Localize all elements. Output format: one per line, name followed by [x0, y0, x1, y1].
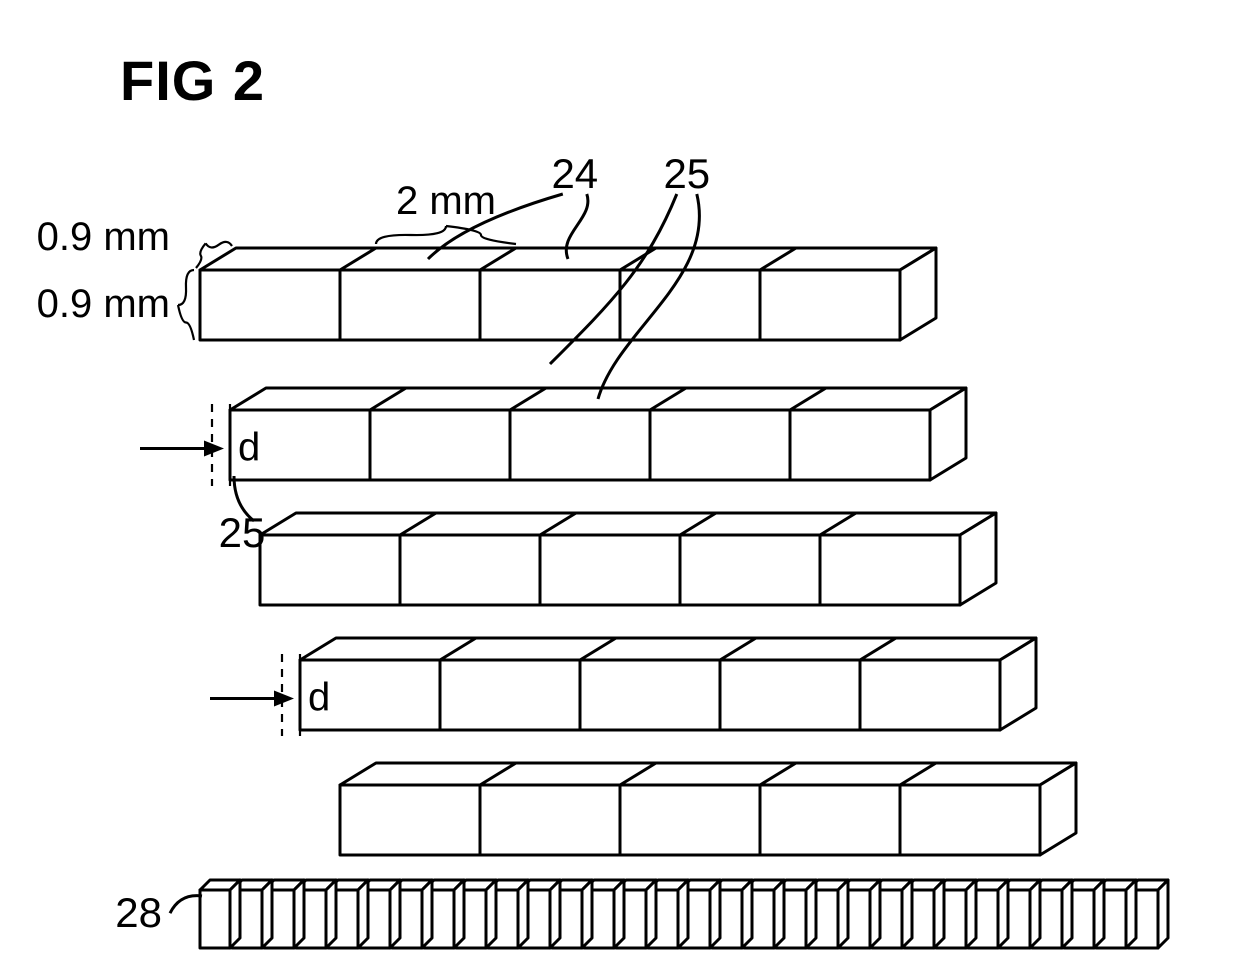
dimension-width-label: 2 mm	[396, 179, 496, 223]
offset-label-1: d	[238, 426, 260, 470]
detector-row-5	[340, 763, 1076, 855]
offset-indicator-2	[210, 654, 300, 736]
detector-row-4	[300, 638, 1036, 730]
dimension-height	[178, 270, 194, 340]
reference-28	[170, 896, 202, 914]
detector-row-2	[230, 388, 966, 480]
offset-label-2: d	[308, 676, 330, 720]
reference-24-label: 24	[551, 150, 598, 197]
reference-25-left-label: 25	[219, 509, 266, 556]
offset-indicator-1	[140, 404, 230, 486]
detector-row-1	[200, 248, 936, 340]
reference-25-top-label: 25	[663, 150, 710, 197]
reference-28-label: 28	[115, 889, 162, 936]
dimension-height-label: 0.9 mm	[37, 282, 170, 326]
fine-pitch-row	[200, 880, 1168, 948]
figure-title: FIG 2	[120, 49, 265, 112]
dimension-width	[376, 226, 516, 244]
dimension-depth-label: 0.9 mm	[37, 215, 170, 259]
detector-row-3	[260, 513, 996, 605]
